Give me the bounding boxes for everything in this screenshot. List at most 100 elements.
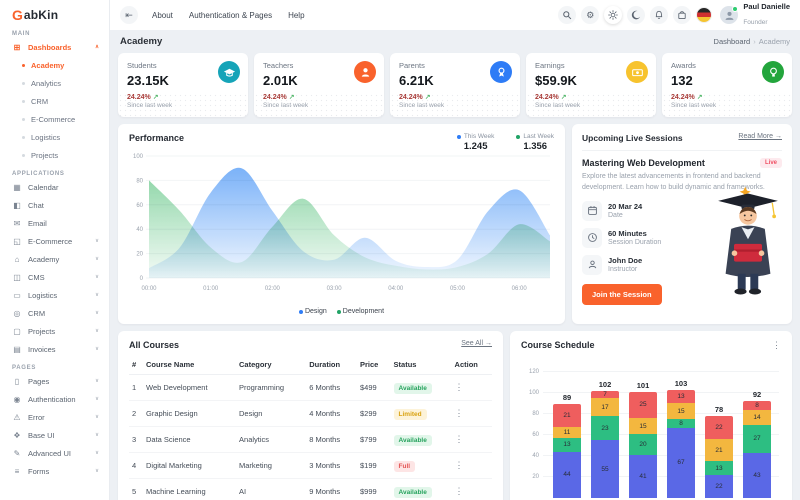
- topbar-menu-about[interactable]: About: [152, 10, 173, 20]
- stat-delta: 24.24% ↗: [535, 94, 567, 101]
- segment-yellow: 17: [591, 398, 619, 417]
- breadcrumb-parent[interactable]: Dashboard: [713, 37, 751, 46]
- pages-icon: ▯: [14, 376, 20, 386]
- topbar-menu-authentication-pages[interactable]: Authentication & Pages: [188, 10, 273, 20]
- error-icon: ⚠: [13, 412, 21, 422]
- dark-mode-icon[interactable]: [627, 6, 646, 24]
- stat-delta: 24.24% ↗: [671, 94, 703, 101]
- sidebar-item-label: Error: [28, 412, 45, 422]
- stat-note: Since last week: [671, 102, 717, 109]
- sidebar-item-forms[interactable]: ≡ Forms ∨: [0, 462, 109, 480]
- sidebar-item-base-ui[interactable]: ❖ Base UI ∨: [0, 426, 109, 444]
- chevron-up-icon: ∧: [94, 44, 99, 50]
- sidebar-item-label: E-Commerce: [28, 236, 73, 246]
- kebab-menu-icon[interactable]: ⋮: [772, 340, 781, 350]
- stacked-bar: 92 8 14 27 43: [743, 390, 771, 498]
- sidebar-item-cms[interactable]: ◫ CMS ∨: [0, 268, 109, 286]
- bullet-icon: [22, 135, 25, 139]
- course-duration: 9 Months: [306, 478, 357, 500]
- course-action: ⋮: [451, 426, 492, 453]
- sidebar-item-dashboards[interactable]: ⊞ Dashboards ∧: [0, 38, 109, 56]
- search-icon[interactable]: [558, 6, 577, 24]
- courses-table-head: # Course Name Category Duration Price Status A…: [129, 355, 492, 375]
- sidebar-subitem-crm[interactable]: CRM: [0, 92, 109, 110]
- topbar-menu: About Authentication & Pages Help: [152, 11, 305, 20]
- sidebar-item-label: Dashboards: [28, 42, 72, 52]
- legend-dot: [336, 309, 341, 314]
- language-flag-german[interactable]: [696, 7, 713, 23]
- join-session-button[interactable]: Join the Session: [582, 283, 662, 305]
- row-number: 5: [129, 478, 143, 500]
- sidebar-collapse-button[interactable]: ⇤: [120, 6, 138, 24]
- chevron-down-icon: ∨: [94, 328, 99, 334]
- user-menu[interactable]: Paul Danielle Founder: [720, 2, 790, 29]
- notifications-icon[interactable]: [650, 6, 669, 24]
- sidebar-item-projects[interactable]: ▢ Projects ∨: [0, 322, 109, 340]
- chat-icon: ◧: [13, 200, 21, 210]
- sidebar-item-label: Calendar: [28, 182, 59, 192]
- course-status: Limited: [390, 400, 452, 427]
- performance-card-header: Performance This Week 1.245 Last Week 1.356: [129, 133, 554, 152]
- sidebar-item-authentication[interactable]: ◉ Authentication ∨: [0, 390, 109, 408]
- stacked-bar: 89 21 11 13 44: [553, 393, 581, 498]
- see-all-link[interactable]: See All →: [461, 340, 492, 347]
- segment-green: 23: [591, 416, 619, 441]
- forms-icon: ≡: [14, 466, 20, 476]
- user-silhouette-icon: [725, 11, 734, 20]
- stacked-bar: 101 25 15 20 41: [629, 381, 657, 498]
- legend-dot: [298, 309, 303, 314]
- light-mode-icon[interactable]: [604, 6, 623, 24]
- sidebar-item-e-commerce[interactable]: ◱ E-Commerce ∨: [0, 232, 109, 250]
- kebab-menu-icon[interactable]: ⋮: [454, 434, 464, 444]
- performance-card: Performance This Week 1.245 Last Week 1.356…: [118, 124, 565, 324]
- sidebar-section-label-main: MAIN: [12, 31, 31, 37]
- sidebar-subitem-academy[interactable]: Academy: [0, 56, 109, 74]
- row-number: 1: [129, 374, 143, 401]
- clock-icon: [582, 227, 602, 248]
- chevron-down-icon: ∨: [94, 310, 99, 316]
- sidebar-subitem-logistics[interactable]: Logistics: [0, 128, 109, 146]
- sidebar-subitem-analytics[interactable]: Analytics: [0, 74, 109, 92]
- course-price: $199: [357, 452, 391, 479]
- sidebar-nav: MAIN ⊞ Dashboards ∧ Academy Analytics CRM E-Com…: [0, 24, 109, 480]
- segment-blue: 43: [743, 452, 771, 498]
- graduation-cap-icon: [218, 61, 240, 83]
- kebab-menu-icon[interactable]: ⋮: [454, 460, 464, 470]
- kebab-menu-icon[interactable]: ⋮: [454, 486, 464, 496]
- course-price: $999: [357, 478, 391, 500]
- sidebar-submenu: Academy Analytics CRM E-Commerce Logistics Pr…: [0, 56, 109, 164]
- chevron-down-icon: ∨: [94, 378, 99, 384]
- cms-icon: ◫: [13, 272, 21, 282]
- bullet-icon: [22, 99, 25, 103]
- gridline: [543, 455, 779, 456]
- sidebar-item-label: CMS: [28, 272, 45, 282]
- gridline: [543, 392, 779, 393]
- sidebar-item-advanced-ui[interactable]: ✎ Advanced UI ∨: [0, 444, 109, 462]
- user-role: Founder: [743, 18, 768, 26]
- sidebar-item-invoices[interactable]: ▤ Invoices ∨: [0, 340, 109, 358]
- segment-red: 7: [591, 390, 619, 399]
- sidebar-item-crm[interactable]: ◎ CRM ∨: [0, 304, 109, 322]
- kebab-menu-icon[interactable]: ⋮: [454, 408, 464, 418]
- bar-total-label: 92: [752, 390, 762, 400]
- course-price: $799: [357, 426, 391, 453]
- sidebar-item-email[interactable]: ✉ Email: [0, 214, 109, 232]
- sidebar-item-calendar[interactable]: ▦ Calendar: [0, 178, 109, 196]
- session-detail-label: Session Duration: [608, 239, 662, 247]
- sidebar-item-chat[interactable]: ◧ Chat: [0, 196, 109, 214]
- sidebar-item-logistics[interactable]: ▭ Logistics ∨: [0, 286, 109, 304]
- chevron-down-icon: ∨: [94, 238, 99, 244]
- sidebar-subitem-projects[interactable]: Projects: [0, 146, 109, 164]
- sidebar-item-pages[interactable]: ▯ Pages ∨: [0, 372, 109, 390]
- settings-icon[interactable]: ⚙: [581, 6, 600, 24]
- sidebar-item-academy[interactable]: ⌂ Academy ∨: [0, 250, 109, 268]
- course-status: Full: [390, 452, 452, 479]
- kebab-menu-icon[interactable]: ⋮: [454, 382, 464, 392]
- topbar-menu-help[interactable]: Help: [288, 10, 305, 20]
- sidebar-subitem-label: Projects: [31, 150, 59, 160]
- sidebar-subitem-e-commerce[interactable]: E-Commerce: [0, 110, 109, 128]
- cart-icon[interactable]: [673, 6, 692, 24]
- sidebar-item-error[interactable]: ⚠ Error ∨: [0, 408, 109, 426]
- read-more-link[interactable]: Read More →: [738, 133, 782, 140]
